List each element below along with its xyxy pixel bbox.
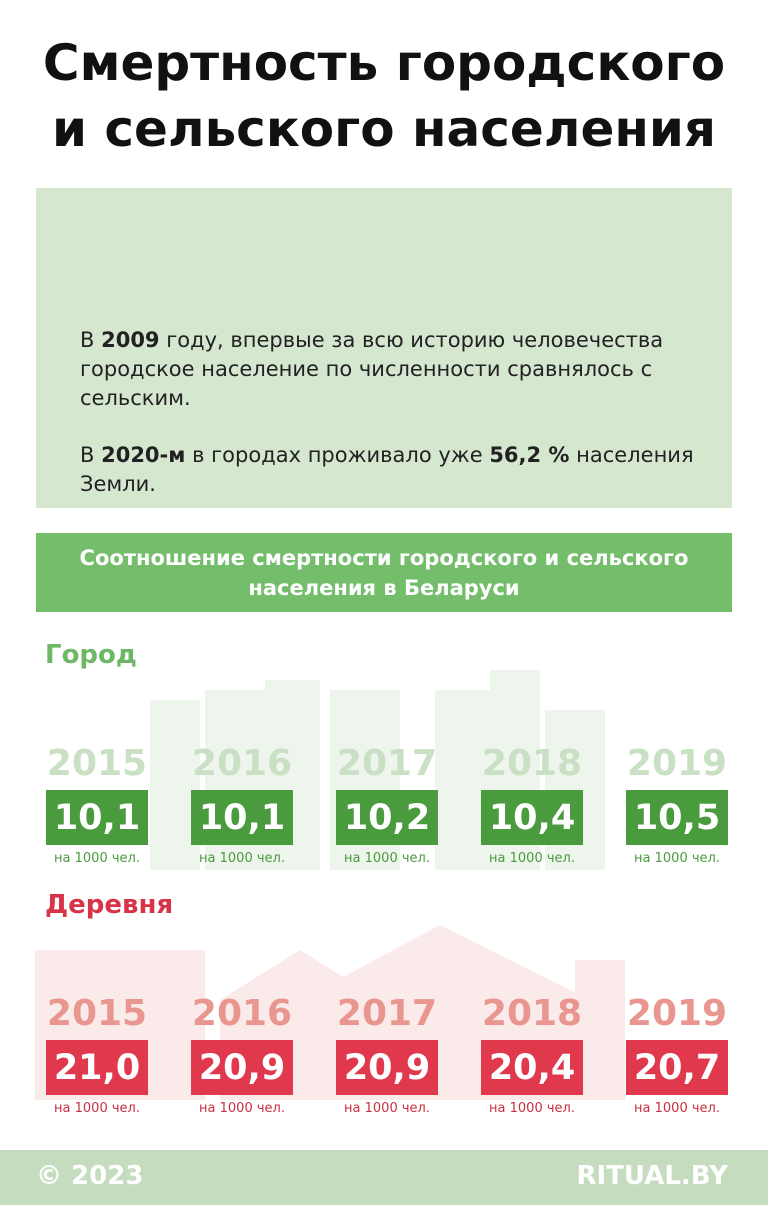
year: 2018 <box>481 993 583 1034</box>
year: 2016 <box>191 743 293 784</box>
section-title-text: Соотношение смертности городского и сель… <box>79 545 689 600</box>
rate-value: 10,5 <box>626 790 728 845</box>
unit: на 1000 чел. <box>54 851 140 866</box>
unit: на 1000 чел. <box>634 1101 720 1116</box>
title-line: и сельского населения <box>51 100 717 158</box>
year: 2018 <box>481 743 583 784</box>
rate-value: 20,4 <box>481 1040 583 1095</box>
year: 2019 <box>626 743 728 784</box>
title: Смертность городского и сельского населе… <box>0 30 768 162</box>
text-run: населения Земли. <box>80 443 694 496</box>
year: 2015 <box>46 993 148 1034</box>
text-run: году, впервые за всю историю человечеств… <box>80 328 664 410</box>
unit: на 1000 чел. <box>54 1101 140 1116</box>
year: 2016 <box>191 993 293 1034</box>
text-run: В <box>80 328 102 352</box>
rate-value: 10,1 <box>191 790 293 845</box>
text-run: в городах проживало уже <box>185 443 490 467</box>
group-label: Город <box>45 640 137 670</box>
rate-value: 21,0 <box>46 1040 148 1095</box>
intro-paragraph: В 2020-м в городах проживало уже 56,2 % … <box>80 441 700 499</box>
title-line: Смертность городского <box>42 34 726 92</box>
intro-text: В 2009 году, впервые за всю историю чело… <box>80 326 700 527</box>
rate-value: 10,2 <box>336 790 438 845</box>
intro-paragraph: В 2009 году, впервые за всю историю чело… <box>80 326 700 413</box>
copyright: © 2023 <box>36 1161 144 1191</box>
group-label: Деревня <box>45 890 174 920</box>
year: 2017 <box>336 743 438 784</box>
unit: на 1000 чел. <box>199 1101 285 1116</box>
unit: на 1000 чел. <box>199 851 285 866</box>
rate-value: 20,9 <box>191 1040 293 1095</box>
year: 2019 <box>626 993 728 1034</box>
unit: на 1000 чел. <box>489 851 575 866</box>
highlight: 56,2 % <box>489 443 570 467</box>
intro-box: В 2009 году, впервые за всю историю чело… <box>36 188 732 508</box>
unit: на 1000 чел. <box>489 1101 575 1116</box>
text-run: В <box>80 443 102 467</box>
rate-value: 10,4 <box>481 790 583 845</box>
rate-value: 10,1 <box>46 790 148 845</box>
unit: на 1000 чел. <box>344 1101 430 1116</box>
section-title: Соотношение смертности городского и сель… <box>36 533 732 612</box>
year: 2017 <box>336 993 438 1034</box>
rate-value: 20,9 <box>336 1040 438 1095</box>
highlight: 2020-м <box>101 443 186 467</box>
highlight: 2009 <box>101 328 160 352</box>
footer: © 2023 RITUAL.BY <box>0 1150 768 1205</box>
year: 2015 <box>46 743 148 784</box>
site-name: RITUAL.BY <box>576 1161 728 1191</box>
rate-value: 20,7 <box>626 1040 728 1095</box>
unit: на 1000 чел. <box>634 851 720 866</box>
unit: на 1000 чел. <box>344 851 430 866</box>
